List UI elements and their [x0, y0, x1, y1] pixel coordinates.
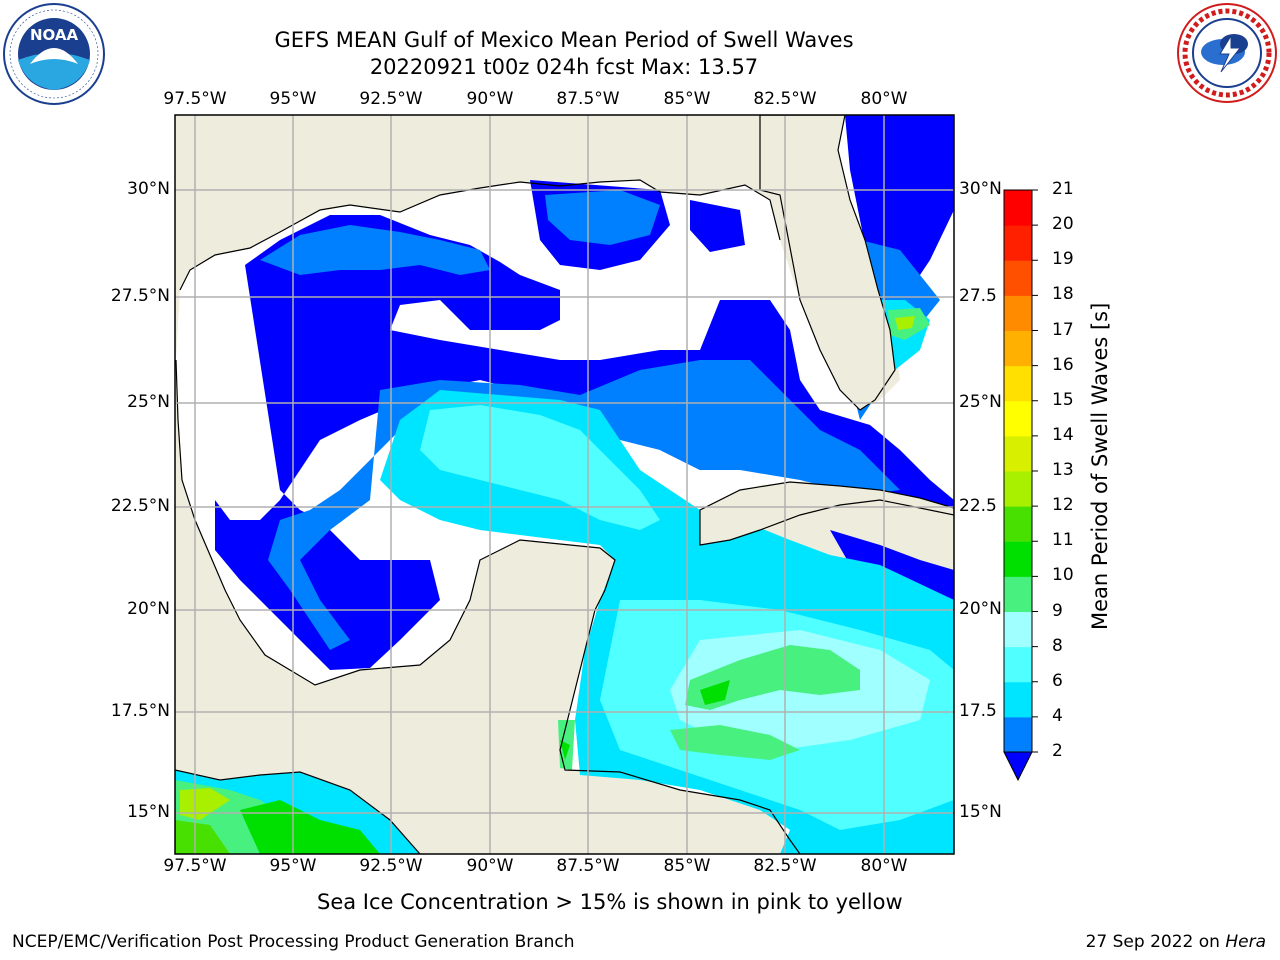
colorbar-tick-label: 15: [1052, 389, 1074, 410]
colorbar-segment: [1004, 716, 1032, 753]
graticule: [175, 115, 954, 854]
lon-label-top: 82.5°W: [753, 89, 817, 109]
colorbar-tick-label: 16: [1052, 354, 1074, 375]
lat-label-left: 22.5°N: [110, 496, 170, 516]
nws-logo: [1176, 2, 1278, 104]
noaa-logo-text: NOAA: [30, 26, 79, 44]
lat-label-right: 17.5: [959, 701, 997, 721]
map-border: [174, 114, 955, 855]
lon-label-bottom: 90°W: [466, 856, 514, 876]
colorbar-tick-label: 18: [1052, 284, 1074, 305]
colorbar-segment: [1004, 646, 1032, 683]
footer-credit: NCEP/EMC/Verification Post Processing Pr…: [12, 932, 575, 952]
lon-label-top: 92.5°W: [359, 89, 423, 109]
noaa-logo: NOAA: [2, 2, 106, 106]
colorbar-extend-triangle: [1003, 751, 1033, 782]
colorbar-segment: [1004, 365, 1032, 402]
footer-date: 27 Sep 2022 on Hera: [1086, 932, 1266, 952]
lon-label-bottom: 97.5°W: [163, 856, 227, 876]
colorbar-tick-label: 9: [1052, 600, 1063, 621]
lon-label-bottom: 80°W: [860, 856, 908, 876]
lat-label-right: 30°N: [959, 179, 1002, 199]
lon-label-top: 90°W: [466, 89, 514, 109]
lon-label-bottom: 92.5°W: [359, 856, 423, 876]
lat-label-left: 17.5°N: [110, 701, 170, 721]
colorbar-tick-label: 11: [1052, 530, 1074, 551]
lon-label-bottom: 85°W: [663, 856, 711, 876]
colorbar-label: Mean Period of Swell Waves [s]: [1088, 302, 1112, 630]
colorbar-tick-label: 13: [1052, 460, 1074, 480]
colorbar: [1003, 189, 1038, 782]
colorbar-segment: [1004, 330, 1032, 367]
lat-label-left: 20°N: [127, 599, 170, 619]
colorbar-tick-label: 12: [1052, 495, 1074, 516]
lon-label-bottom: 82.5°W: [753, 856, 817, 876]
lon-label-top: 97.5°W: [163, 89, 227, 109]
colorbar-segment: [1004, 576, 1032, 612]
colorbar-tick-label: 21: [1052, 179, 1074, 199]
cuba-landmass: [699, 481, 954, 546]
lon-label-top: 87.5°W: [556, 89, 620, 109]
colorbar-segment: [1004, 681, 1032, 718]
sea-ice-caption: Sea Ice Concentration > 15% is shown in …: [317, 890, 903, 914]
lon-label-bottom: 95°W: [269, 856, 317, 876]
mexico-coastline: [175, 359, 801, 854]
lon-label-top: 95°W: [269, 89, 317, 109]
colorbar-segment: [1004, 611, 1032, 648]
lat-label-right: 15°N: [959, 802, 1002, 822]
colorbar-segment: [1004, 190, 1032, 226]
lon-label-bottom: 87.5°W: [556, 856, 620, 876]
colorbar-tick-label: 19: [1052, 249, 1074, 270]
colorbar-segment: [1004, 260, 1032, 296]
lat-label-right: 27.5: [959, 286, 997, 306]
lat-label-left: 30°N: [127, 179, 170, 199]
colorbar-tick-label: 6: [1052, 670, 1063, 691]
lat-label-right: 22.5: [959, 496, 997, 516]
lat-label-left: 27.5°N: [110, 286, 170, 306]
map-title: GEFS MEAN Gulf of Mexico Mean Period of …: [274, 28, 854, 52]
colorbar-segment: [1004, 541, 1032, 577]
colorbar-tick-label: 8: [1052, 635, 1063, 656]
lat-label-left: 15°N: [127, 802, 170, 822]
footer-host: Hera: [1225, 932, 1266, 952]
lon-label-top: 85°W: [663, 89, 711, 109]
colorbar-tick-label: 20: [1052, 214, 1074, 235]
colorbar-tick-label: 10: [1052, 565, 1074, 586]
colorbar-segment: [1004, 225, 1032, 261]
colorbar-tick-label: 17: [1052, 319, 1074, 340]
colorbar-segment: [1004, 506, 1032, 542]
pacific-coastline: [175, 769, 421, 854]
colorbar-segment: [1004, 400, 1032, 437]
lon-label-top: 80°W: [860, 89, 908, 109]
gulf-north-coastline: [179, 179, 781, 291]
colorbar-segment: [1004, 295, 1032, 331]
colorbar-tick-label: 14: [1052, 424, 1074, 445]
colorbar-segment: [1004, 471, 1032, 507]
colorbar-tick-label: 2: [1052, 741, 1063, 761]
colorbar-tick-label: 4: [1052, 705, 1063, 726]
lat-label-left: 25°N: [127, 392, 170, 412]
map-subtitle: 20220921 t00z 024h fcst Max: 13.57: [369, 55, 759, 79]
lat-label-right: 25°N: [959, 392, 1002, 412]
colorbar-segment: [1004, 435, 1032, 472]
lat-label-right: 20°N: [959, 599, 1002, 619]
footer-date-text: 27 Sep 2022 on: [1085, 932, 1226, 952]
